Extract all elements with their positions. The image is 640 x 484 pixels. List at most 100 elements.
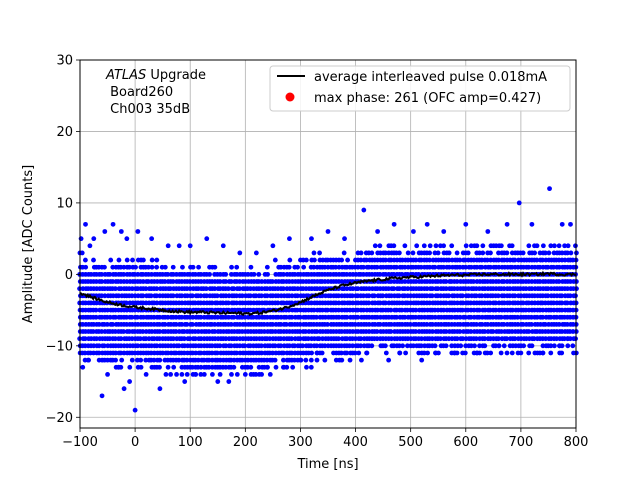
sample-point — [358, 250, 364, 256]
sample-point — [283, 321, 289, 327]
sample-point — [488, 350, 494, 356]
x-tick-label: 0 — [131, 435, 139, 450]
sample-point — [477, 250, 482, 256]
sample-point — [149, 257, 155, 263]
sample-point — [303, 257, 309, 263]
sample-outlier-point — [102, 229, 108, 234]
sample-point — [446, 257, 452, 263]
sample-point — [520, 300, 526, 306]
sample-point — [388, 307, 394, 313]
sample-point — [556, 321, 562, 327]
sample-point — [83, 264, 89, 270]
sample-point — [482, 343, 488, 349]
sample-point — [91, 257, 96, 263]
sample-point — [173, 329, 179, 334]
sample-point — [303, 357, 309, 363]
sample-point — [458, 343, 464, 349]
sample-point — [134, 314, 140, 320]
sample-point — [441, 264, 446, 270]
sample-point — [542, 321, 548, 327]
sample-point — [99, 279, 105, 284]
sample-point — [540, 314, 546, 320]
sample-point — [250, 314, 256, 320]
sample-point — [429, 286, 435, 292]
sample-point — [165, 271, 171, 277]
sample-point — [140, 279, 146, 284]
sample-point — [383, 257, 389, 263]
sample-outlier-point — [165, 243, 171, 249]
sample-point — [140, 293, 146, 299]
sample-outlier-point — [253, 250, 259, 256]
sample-point — [314, 314, 319, 320]
legend: average interleaved pulse 0.018mA max ph… — [269, 65, 571, 112]
sample-point — [457, 329, 463, 334]
sample-point — [504, 350, 510, 356]
sample-point — [113, 350, 119, 356]
sample-point — [295, 293, 300, 299]
sample-outlier-point — [176, 243, 182, 249]
legend-entry-max-phase: max phase: 261 (OFC amp=0.427) — [314, 91, 541, 106]
sample-point — [94, 300, 99, 306]
y-tick-label: 30 — [56, 54, 73, 69]
sample-point — [184, 321, 190, 327]
sample-outlier-point — [149, 236, 155, 242]
sample-point — [443, 300, 449, 306]
sample-point — [366, 300, 372, 306]
sample-outlier-point — [298, 357, 303, 363]
sample-point — [336, 336, 341, 342]
sample-outlier-point — [496, 343, 502, 349]
sample-point — [148, 293, 154, 299]
sample-point — [256, 271, 262, 277]
sample-outlier-point — [287, 236, 292, 242]
sample-point — [443, 329, 449, 334]
sample-point — [190, 293, 195, 299]
sample-point — [388, 321, 394, 327]
sample-point — [504, 250, 510, 256]
sample-outlier-point — [118, 229, 124, 234]
sample-point — [212, 264, 218, 270]
sample-outlier-point — [121, 386, 127, 392]
sample-point — [383, 300, 388, 306]
sample-point — [196, 264, 201, 270]
sample-point — [228, 279, 234, 284]
sample-point — [301, 264, 307, 270]
sample-point — [565, 250, 570, 256]
sample-point — [350, 343, 355, 349]
sample-point — [396, 250, 402, 256]
sample-point — [192, 336, 198, 342]
y-tick-label: 0 — [65, 268, 73, 283]
sample-point — [198, 314, 204, 320]
sample-point — [400, 343, 406, 349]
sample-outlier-point — [78, 236, 84, 242]
sample-point — [198, 372, 204, 377]
sample-point — [198, 350, 204, 356]
sample-point — [534, 314, 540, 320]
sample-point — [471, 279, 476, 284]
sample-point — [267, 372, 273, 377]
x-tick-label: 300 — [288, 435, 313, 450]
y-axis: −20 −10 0 10 20 30 — [46, 54, 80, 426]
sample-point — [225, 300, 231, 306]
legend-entry-average: average interleaved pulse 0.018mA — [314, 70, 547, 85]
sample-outlier-point — [270, 243, 276, 249]
sample-point — [460, 293, 465, 299]
sample-point — [154, 257, 160, 263]
sample-point — [405, 250, 411, 256]
sample-point — [146, 264, 151, 270]
sample-point — [259, 293, 264, 299]
sample-point — [366, 321, 372, 327]
sample-point — [565, 243, 571, 249]
sample-outlier-point — [157, 386, 163, 392]
sample-point — [570, 343, 576, 349]
sample-point — [195, 329, 201, 334]
sample-point — [149, 271, 154, 277]
sample-point — [248, 293, 253, 299]
sample-point — [82, 336, 88, 342]
annotation-experiment: ATLAS — [105, 68, 146, 83]
sample-point — [107, 271, 113, 277]
sample-point — [526, 264, 532, 270]
sample-outlier-point — [187, 243, 193, 249]
sample-point — [496, 279, 502, 284]
sample-outlier-point — [347, 357, 353, 363]
sample-point — [251, 271, 257, 277]
